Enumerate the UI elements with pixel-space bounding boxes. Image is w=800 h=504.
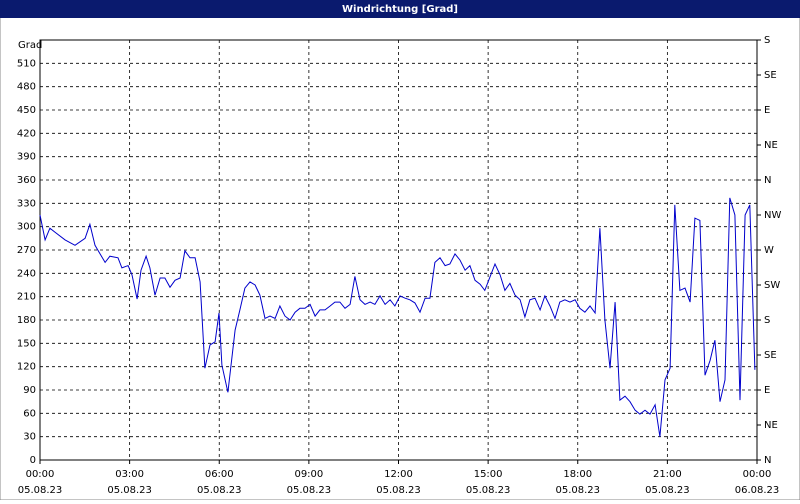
x-tick-label: 03:00: [115, 469, 144, 480]
x-tick-label: 12:00: [384, 469, 413, 480]
x-tick-date: 05.08.23: [555, 485, 600, 496]
x-tick-date: 05.08.23: [107, 485, 152, 496]
plot-frame: [39, 39, 758, 461]
y-tick-label: 150: [17, 338, 36, 349]
y-tick-label: 330: [17, 198, 36, 209]
y-tick-label: 240: [17, 268, 36, 279]
y-tick-label: 90: [23, 385, 36, 396]
x-tick-label: 21:00: [653, 469, 682, 480]
y-tick-label: 390: [17, 152, 36, 163]
y-tick-label: 450: [17, 105, 36, 116]
y-tick-label: 30: [23, 432, 36, 443]
y2-tick-label: NE: [764, 140, 778, 151]
x-tick-date: 05.08.23: [466, 485, 511, 496]
x-tick-label: 09:00: [294, 469, 323, 480]
title-bar: Windrichtung [Grad]: [0, 0, 800, 18]
y-tick-label: 0: [30, 455, 36, 466]
y-tick-label: 510: [17, 58, 36, 69]
y2-tick-label: E: [764, 385, 770, 396]
y-tick-label: 480: [17, 82, 36, 93]
y-tick-label: 300: [17, 222, 36, 233]
y-tick-label: 360: [17, 175, 36, 186]
x-tick-label: 06:00: [205, 469, 234, 480]
y2-tick-label: E: [764, 105, 770, 116]
y2-tick-label: S: [764, 35, 770, 46]
y-tick-label: 270: [17, 245, 36, 256]
x-tick-date: 05.08.23: [18, 485, 63, 496]
y2-tick-label: SW: [764, 280, 780, 291]
x-tick-label: 00:00: [743, 469, 772, 480]
y2-tick-label: SE: [764, 70, 777, 81]
y-tick-label: 210: [17, 292, 36, 303]
data-line: [39, 197, 756, 437]
y2-tick-label: SE: [764, 350, 777, 361]
y-axis-label: Grad: [18, 40, 42, 51]
x-tick-date: 05.08.23: [197, 485, 242, 496]
y-tick-label: 60: [23, 408, 36, 419]
x-tick-date: 05.08.23: [287, 485, 332, 496]
chart-title: Windrichtung [Grad]: [342, 4, 458, 15]
y2-tick-label: W: [764, 245, 774, 256]
x-tick-label: 18:00: [563, 469, 592, 480]
y2-tick-label: N: [764, 175, 771, 186]
x-tick-date: 05.08.23: [376, 485, 421, 496]
x-tick-label: 15:00: [474, 469, 503, 480]
y2-tick-label: S: [764, 315, 770, 326]
x-tick-label: 00:00: [26, 469, 55, 480]
y-tick-label: 420: [17, 128, 36, 139]
y2-tick-label: NE: [764, 420, 778, 431]
title-bar-bg: [0, 0, 800, 18]
y-tick-label: 120: [17, 362, 36, 373]
x-tick-date: 05.08.23: [645, 485, 690, 496]
x-tick-date: 06.08.23: [735, 485, 780, 496]
y2-tick-label: N: [764, 455, 771, 466]
y-tick-label: 180: [17, 315, 36, 326]
y2-tick-label: NW: [764, 210, 781, 221]
